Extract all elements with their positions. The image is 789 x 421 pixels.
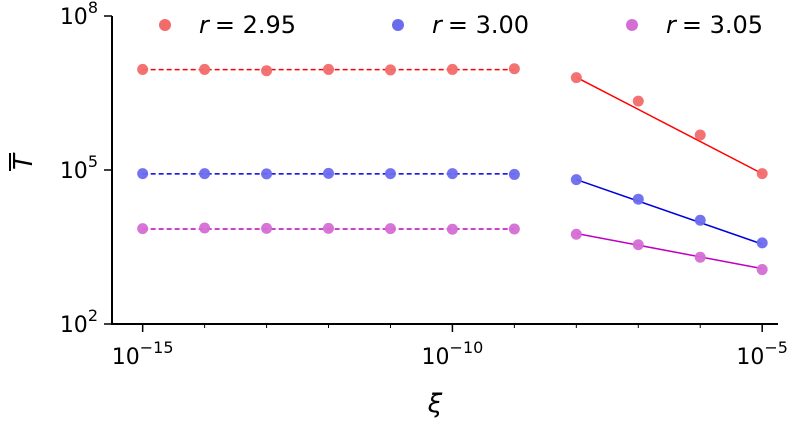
data-point-series-1-3 [261, 65, 273, 77]
data-point-series-2-6 [446, 168, 458, 180]
data-point-series-2-3 [261, 168, 273, 180]
data-point-series-2-1 [137, 168, 149, 180]
legend-marker-3 [626, 19, 638, 31]
series-3 [137, 222, 768, 276]
data-point-series-2-8 [570, 174, 582, 186]
legend-entry-1: r = 2.95 [159, 11, 296, 39]
data-point-series-1-7 [508, 63, 520, 75]
fit-line-power-series-2 [576, 178, 763, 245]
data-point-series-3-9 [632, 239, 644, 251]
axes: 10−15 10−10 10−5 102 105 108 ξ T [9, 0, 788, 419]
data-point-series-3-7 [508, 223, 520, 235]
data-point-series-2-9 [632, 193, 644, 205]
data-point-series-2-10 [694, 214, 706, 226]
data-point-series-1-5 [384, 64, 396, 76]
data-point-series-2-7 [508, 168, 520, 180]
data-point-series-3-3 [261, 222, 273, 234]
fit-line-power-series-1 [575, 76, 763, 175]
legend-marker-1 [159, 19, 171, 31]
legend-entry-2: r = 3.00 [392, 11, 529, 39]
data-point-series-3-4 [323, 222, 335, 234]
data-point-series-3-2 [199, 222, 211, 234]
legend-marker-2 [392, 19, 404, 31]
data-point-series-2-2 [199, 168, 211, 180]
data-point-series-1-10 [694, 129, 706, 141]
data-point-series-1-1 [137, 63, 149, 75]
data-point-series-3-8 [570, 228, 582, 240]
data-point-series-3-5 [384, 223, 396, 235]
legend-label-1: r = 2.95 [199, 11, 296, 39]
data-point-series-3-11 [756, 264, 768, 276]
data-point-series-3-1 [137, 223, 149, 235]
data-point-series-2-5 [384, 168, 396, 180]
series-2 [137, 167, 768, 249]
legend-label-2: r = 3.00 [432, 11, 529, 39]
x-tick-label-2: 10−10 [422, 338, 484, 370]
series-1 [137, 63, 768, 180]
legend-entry-3: r = 3.05 [626, 11, 763, 39]
legend: r = 2.95 r = 3.00 r = 3.05 [159, 11, 763, 39]
data-point-series-1-6 [446, 63, 458, 75]
y-axis-label-group: T [9, 152, 39, 171]
data-point-series-1-4 [323, 63, 335, 75]
y-tick-label-3: 108 [60, 0, 98, 30]
data-point-series-2-4 [323, 167, 335, 179]
data-point-series-3-6 [446, 223, 458, 235]
data-point-series-1-2 [199, 63, 211, 75]
data-point-series-1-9 [632, 95, 644, 107]
x-tick-label-3: 10−5 [736, 338, 788, 370]
fit-line-power-series-3 [576, 232, 763, 270]
y-axis-label: T [9, 152, 39, 170]
x-axis-label: ξ [427, 389, 443, 419]
x-tick-label-1: 10−15 [112, 338, 174, 370]
legend-label-3: r = 3.05 [666, 11, 763, 39]
plot-area [137, 63, 768, 276]
data-point-series-3-10 [694, 251, 706, 263]
data-point-series-1-11 [756, 168, 768, 180]
data-point-series-2-11 [756, 237, 768, 249]
y-tick-label-1: 102 [60, 306, 98, 338]
y-tick-label-2: 105 [60, 152, 98, 184]
data-point-series-1-8 [570, 72, 582, 84]
